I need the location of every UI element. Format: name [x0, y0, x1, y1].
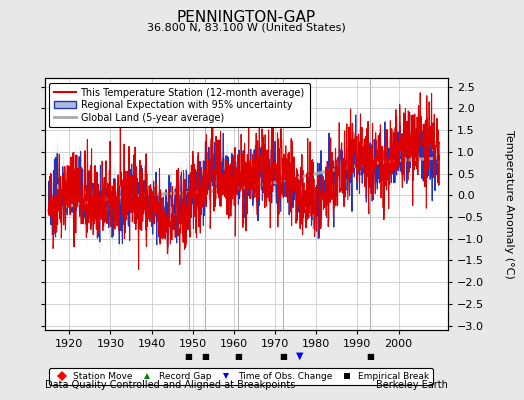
- Text: Berkeley Earth: Berkeley Earth: [376, 380, 448, 390]
- Text: ■: ■: [366, 352, 374, 360]
- Text: ■: ■: [184, 352, 193, 360]
- Legend: Station Move, Record Gap, Time of Obs. Change, Empirical Break: Station Move, Record Gap, Time of Obs. C…: [49, 368, 433, 385]
- Text: PENNINGTON-GAP: PENNINGTON-GAP: [177, 10, 316, 25]
- Text: ■: ■: [201, 352, 209, 360]
- Text: ■: ■: [279, 352, 287, 360]
- Text: ■: ■: [234, 352, 242, 360]
- Y-axis label: Temperature Anomaly (°C): Temperature Anomaly (°C): [504, 130, 514, 278]
- Text: Data Quality Controlled and Aligned at Breakpoints: Data Quality Controlled and Aligned at B…: [45, 380, 295, 390]
- Text: 36.800 N, 83.100 W (United States): 36.800 N, 83.100 W (United States): [147, 22, 346, 32]
- Text: ▼: ▼: [296, 351, 303, 361]
